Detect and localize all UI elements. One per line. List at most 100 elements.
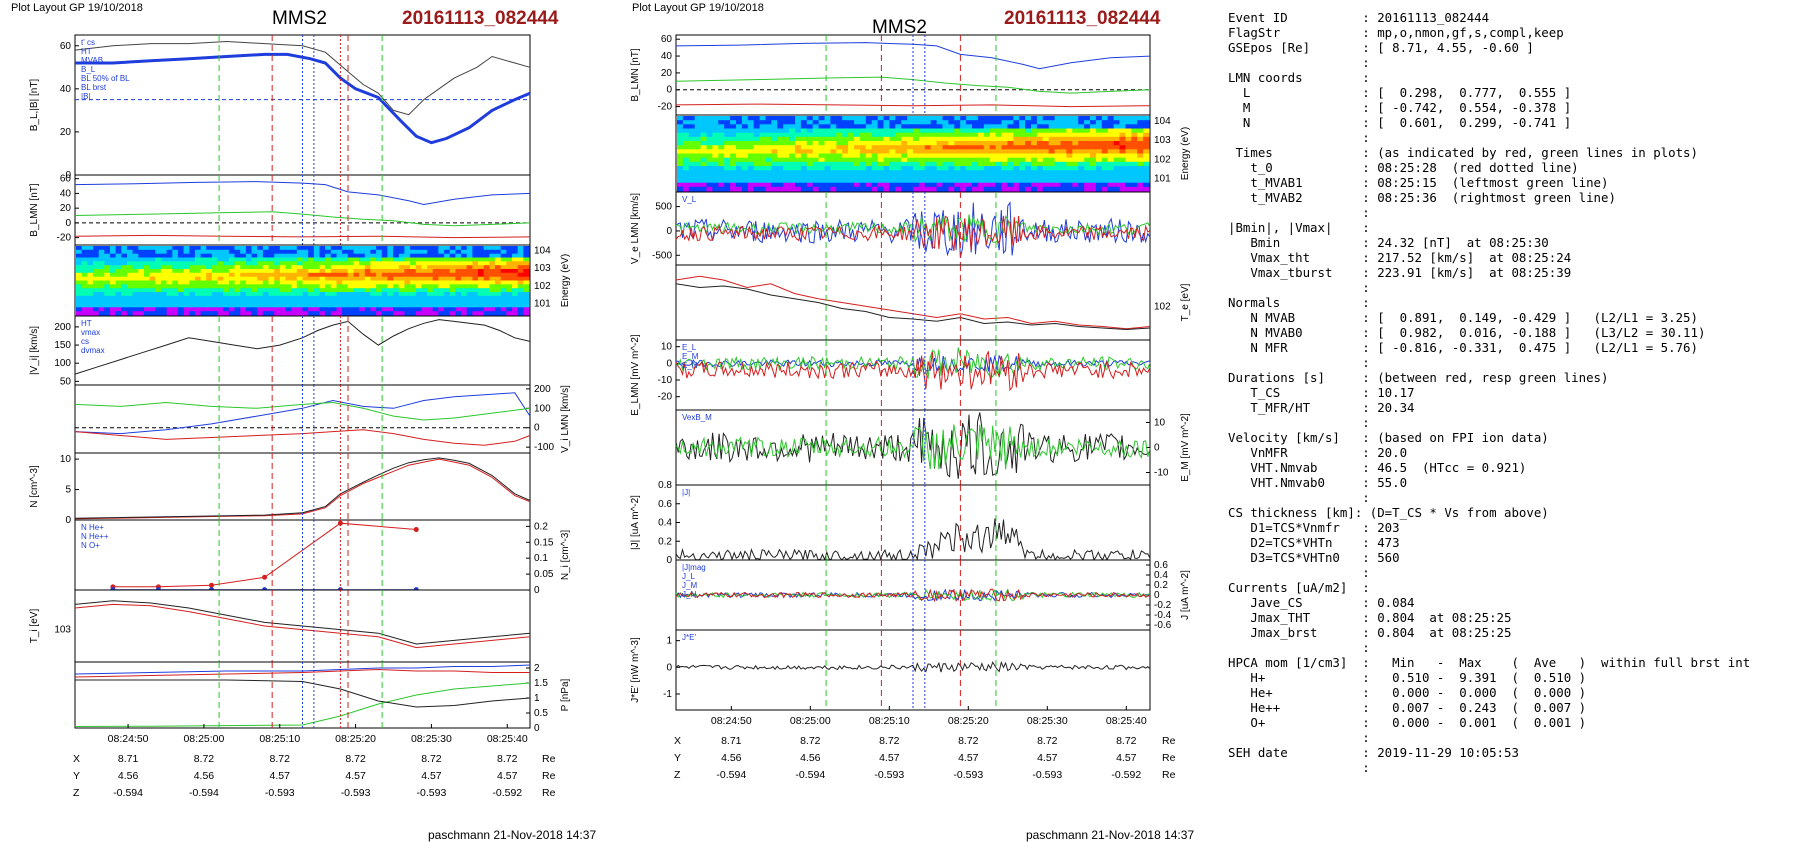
info-line: : [1228, 490, 1370, 505]
position-unit: Re [542, 770, 556, 782]
tick-label: 0.5 [534, 708, 548, 719]
axis-label: P [nPa] [560, 678, 571, 711]
tick-label: -10 [658, 375, 673, 386]
panel-0: -20 0 20 40 60 B_LMN [nT] [630, 34, 1151, 116]
info-line: T_CS : 10.17 [1228, 385, 1415, 400]
info-line: Bmin : 24.32 [nT] at 08:25:30 [1228, 235, 1549, 250]
tick-label: 0.1 [534, 553, 548, 564]
info-line: Vmax_tht : 217.52 [km/s] at 08:25:24 [1228, 250, 1572, 265]
tick-label: 0.05 [534, 569, 554, 580]
info-line: : [1228, 565, 1370, 580]
info-line: Jmax_THT : 0.804 at 08:25:25 [1228, 610, 1512, 625]
legend-entry: E_N [682, 361, 698, 370]
tick-label: 0.2 [658, 536, 672, 547]
position-value: 4.57 [1037, 752, 1058, 764]
position-value: 4.56 [194, 770, 215, 782]
legend-entry: BL brst [81, 83, 107, 92]
series-bn [675, 103, 1151, 108]
info-line: : [1228, 730, 1370, 745]
tick-label: -20 [658, 102, 673, 113]
info-line: t_0 : 08:25:28 (red dotted line) [1228, 160, 1579, 175]
info-line: Event ID : 20161113_082444 [1228, 10, 1490, 25]
tick-label: -20 [658, 392, 673, 403]
series-pb [74, 664, 531, 675]
series-pm [75, 679, 531, 708]
tick-label: 500 [655, 202, 672, 213]
right-event-id: 20161113_082444 [1004, 8, 1161, 29]
axis-label: B_LMN [nT] [29, 183, 40, 237]
series-nhe [112, 522, 417, 588]
tick-label: 102 [1154, 301, 1171, 312]
tick-label: 0 [666, 85, 672, 96]
info-line: : [1228, 130, 1370, 145]
panel-7: -0.6-0.4-0.200.20.40.6J [uA m^-2]|J|magJ… [675, 559, 1191, 631]
position-row-label: Z [73, 787, 80, 799]
tick-label: 5 [65, 485, 71, 496]
panel-5: -10 0 10 E_M [mV m^-2] VexB_M [675, 409, 1191, 486]
info-line: T_MFR/HT : 20.34 [1228, 400, 1415, 415]
position-value: 4.56 [118, 770, 139, 782]
series-vl [74, 392, 531, 435]
tick-label: 0 [666, 555, 672, 566]
time-tick-label: 08:24:50 [108, 733, 149, 745]
tick-label: 1 [666, 636, 672, 647]
position-value: 8.72 [194, 753, 215, 765]
tick-label: 60 [661, 34, 673, 45]
position-unit: Re [542, 787, 556, 799]
left-spacecraft-label: MMS2 [272, 8, 327, 29]
axis-label: T_e [eV] [1180, 283, 1191, 321]
info-line: SEH date : 2019-11-29 10:05:53 [1228, 745, 1519, 760]
position-unit: Re [542, 753, 556, 765]
tick-label: 104 [534, 245, 551, 256]
legend-entry: B_L [81, 65, 96, 74]
series-bl [75, 52, 531, 145]
info-line: N MVAB0 : [ 0.982, 0.016, -0.188 ] (L3/L… [1228, 325, 1706, 340]
tick-label: 40 [661, 51, 673, 62]
panel-3: 102 T_e [eV] [675, 264, 1191, 341]
axis-label: B_L,|B| [nT] [29, 79, 40, 132]
tick-label: 0 [1154, 443, 1160, 454]
info-line: Jmax_brst : 0.804 at 08:25:25 [1228, 625, 1512, 640]
legend-entry: N He+ [81, 523, 104, 532]
info-line: L : [ 0.298, 0.777, 0.555 ] [1228, 85, 1572, 100]
series-vexb [675, 412, 1151, 479]
position-row-label: Z [674, 769, 681, 781]
legend-entry: dvmax [81, 346, 105, 355]
tick-label: 0 [65, 218, 71, 229]
tick-label: 0.2 [1154, 580, 1168, 591]
position-value: 8.72 [1116, 735, 1137, 747]
legend-entry: E_L [682, 343, 697, 352]
time-tick-label: 08:25:10 [869, 715, 910, 727]
energy-spectrogram-1 [677, 116, 1150, 192]
tick-label: 0.4 [658, 518, 672, 529]
position-value: -0.594 [795, 769, 825, 781]
tick-label: 20 [661, 68, 673, 79]
legend-entry: J*E' [682, 633, 696, 642]
axis-label: V_i LMN [km/s] [560, 385, 571, 453]
position-value: 8.72 [270, 753, 291, 765]
position-value: 8.72 [879, 735, 900, 747]
position-value: -0.593 [341, 787, 371, 799]
info-line: N MFR : [ -0.816, -0.331, 0.475 ] (L2/L1… [1228, 340, 1698, 355]
info-line: Normals : [1228, 295, 1370, 310]
event-info-panel: Event ID : 20161113_082444 FlagStr : mp,o… [1228, 10, 1750, 775]
position-value: -0.594 [189, 787, 219, 799]
legend-entry: N O+ [81, 541, 100, 550]
info-line: H+ : 0.510 - 9.391 ( 0.510 ) [1228, 670, 1587, 685]
axis-label: T_i [eV] [29, 609, 40, 644]
position-unit: Re [1162, 752, 1176, 764]
legend-entry: cs [81, 337, 89, 346]
time-tick-label: 08:25:40 [487, 733, 528, 745]
info-line: D2=TCS*VHTn : 473 [1228, 535, 1400, 550]
info-line: : [1228, 640, 1370, 655]
legend-entry: V_L [682, 195, 697, 204]
info-line: LMN coords : [1228, 70, 1370, 85]
position-value: 8.72 [1037, 735, 1058, 747]
tick-label: 0 [666, 662, 672, 673]
position-value: -0.594 [113, 787, 143, 799]
info-line: GSEpos [Re] : [ 8.71, 4.55, -0.60 ] [1228, 40, 1534, 55]
tick-label: -100 [534, 442, 554, 453]
legend-entry: VexB_M [682, 413, 712, 422]
position-value: 8.72 [958, 735, 979, 747]
position-value: 8.72 [421, 753, 442, 765]
